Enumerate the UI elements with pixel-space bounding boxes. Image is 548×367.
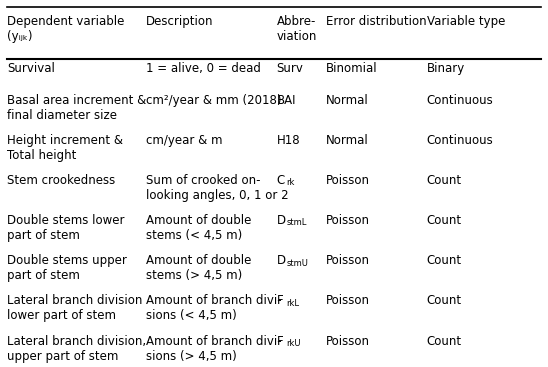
Text: Description: Description — [146, 15, 213, 28]
Text: Variable type: Variable type — [427, 15, 505, 28]
Text: Binomial: Binomial — [326, 62, 378, 76]
Text: Poisson: Poisson — [326, 174, 370, 187]
Text: D: D — [277, 254, 286, 268]
Text: Count: Count — [427, 214, 462, 227]
Text: Abbre-
viation: Abbre- viation — [277, 15, 317, 43]
Text: Amount of double
stems (< 4,5 m): Amount of double stems (< 4,5 m) — [146, 214, 251, 242]
Text: Binary: Binary — [427, 62, 465, 76]
Text: H18: H18 — [277, 134, 300, 147]
Text: Continuous: Continuous — [427, 134, 493, 147]
Text: Height increment &
Total height: Height increment & Total height — [7, 134, 123, 162]
Text: rkL: rkL — [286, 299, 299, 308]
Text: stmL: stmL — [286, 218, 307, 228]
Text: stmU: stmU — [286, 259, 308, 268]
Text: Poisson: Poisson — [326, 335, 370, 348]
Text: Sum of crooked on-
looking angles, 0, 1 or 2: Sum of crooked on- looking angles, 0, 1 … — [146, 174, 288, 202]
Text: Lateral branch division
lower part of stem: Lateral branch division lower part of st… — [7, 294, 142, 323]
Text: Continuous: Continuous — [427, 94, 493, 107]
Text: Dependent variable
(yᵢⱼₖ): Dependent variable (yᵢⱼₖ) — [7, 15, 124, 43]
Text: Poisson: Poisson — [326, 294, 370, 308]
Text: Survival: Survival — [7, 62, 55, 76]
Text: BAI: BAI — [277, 94, 296, 107]
Text: Amount of branch divi-
sions (< 4,5 m): Amount of branch divi- sions (< 4,5 m) — [146, 294, 282, 323]
Text: Count: Count — [427, 335, 462, 348]
Text: 1 = alive, 0 = dead: 1 = alive, 0 = dead — [146, 62, 261, 76]
Text: rk: rk — [286, 178, 295, 187]
Text: Normal: Normal — [326, 94, 369, 107]
Text: Stem crookedness: Stem crookedness — [7, 174, 115, 187]
Text: cm/year & m: cm/year & m — [146, 134, 222, 147]
Text: Amount of branch divi-
sions (> 4,5 m): Amount of branch divi- sions (> 4,5 m) — [146, 335, 282, 363]
Text: Double stems upper
part of stem: Double stems upper part of stem — [7, 254, 127, 282]
Text: Amount of double
stems (> 4,5 m): Amount of double stems (> 4,5 m) — [146, 254, 251, 282]
Text: Lateral branch division,
upper part of stem: Lateral branch division, upper part of s… — [7, 335, 146, 363]
Text: Count: Count — [427, 294, 462, 308]
Text: Basal area increment &
final diameter size: Basal area increment & final diameter si… — [7, 94, 146, 122]
Text: F: F — [277, 335, 283, 348]
Text: Error distribution: Error distribution — [326, 15, 426, 28]
Text: C: C — [277, 174, 285, 187]
Text: rkU: rkU — [286, 339, 301, 348]
Text: Poisson: Poisson — [326, 254, 370, 268]
Text: D: D — [277, 214, 286, 227]
Text: F: F — [277, 294, 283, 308]
Text: Normal: Normal — [326, 134, 369, 147]
Text: Count: Count — [427, 254, 462, 268]
Text: cm²/year & mm (2018): cm²/year & mm (2018) — [146, 94, 281, 107]
Text: Double stems lower
part of stem: Double stems lower part of stem — [7, 214, 124, 242]
Text: Poisson: Poisson — [326, 214, 370, 227]
Text: Surv: Surv — [277, 62, 304, 76]
Text: Count: Count — [427, 174, 462, 187]
